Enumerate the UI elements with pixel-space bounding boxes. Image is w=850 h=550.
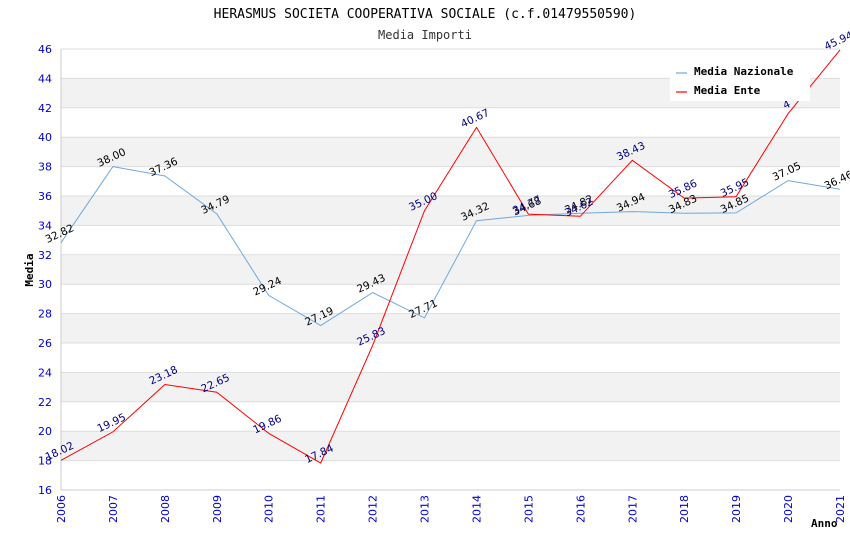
grid-band [61,313,840,343]
y-tick-label: 44 [38,72,52,85]
y-tick-label: 28 [38,308,52,321]
y-tick-label: 46 [38,43,52,56]
x-axis-label: Anno [811,517,838,530]
series-line-media-nazionale [60,166,841,327]
series-lines [60,49,841,464]
x-tick-label: 2013 [419,495,432,523]
chart-subtitle: Media Importi [378,28,472,42]
x-tick-label: 2021 [834,495,847,523]
grid-band [61,137,840,167]
x-tick-label: 2019 [730,495,743,523]
y-tick-label: 34 [38,219,52,232]
x-tick-label: 2006 [55,495,68,523]
x-tick-label: 2014 [470,495,483,523]
y-tick-label: 42 [38,102,52,115]
y-tick-label: 36 [38,190,52,203]
x-tick-label: 2012 [367,495,380,523]
legend-label-media-nazionale: Media Nazionale [694,65,794,78]
data-label: 4 [781,98,792,112]
x-tick-label: 2018 [678,495,691,523]
grid-bands [61,78,840,461]
x-tick-label: 2011 [315,495,328,523]
y-tick-label: 26 [38,337,52,350]
y-axis-label: Media [23,253,36,286]
legend-label-media-ente: Media Ente [694,84,761,97]
axes [60,49,840,491]
grid-band [61,196,840,226]
y-tick-label: 24 [38,366,52,379]
x-tick-label: 2017 [626,495,639,523]
legend: Media Nazionale Media Ente [670,61,810,101]
y-tick-label: 16 [38,484,52,497]
series-line-media-ente [60,49,841,464]
x-axis-ticks: 2006 2007 2008 2009 2010 2011 2012 2013 2014 2015… [55,495,847,523]
y-tick-label: 32 [38,249,52,262]
x-tick-label: 2007 [107,495,120,523]
chart-title: HERASMUS SOCIETA COOPERATIVA SOCIALE (c.… [214,7,637,22]
x-tick-label: 2020 [782,495,795,523]
data-label: 40.67 [459,107,491,131]
grid-band [61,431,840,461]
x-tick-label: 2008 [159,495,172,523]
x-tick-label: 2009 [211,495,224,523]
y-axis-ticks: 16 18 20 22 24 26 28 30 32 34 36 38 40 42 44 46 [38,43,52,497]
legend-box [670,61,810,101]
y-tick-label: 20 [38,425,52,438]
y-tick-label: 38 [38,161,52,174]
x-tick-label: 2015 [522,495,535,523]
y-tick-label: 18 [38,455,52,468]
grid-band [61,372,840,402]
x-tick-label: 2016 [574,495,587,523]
y-tick-label: 22 [38,396,52,409]
x-tick-label: 2010 [263,495,276,523]
y-tick-label: 40 [38,131,52,144]
y-tick-label: 30 [38,278,52,291]
